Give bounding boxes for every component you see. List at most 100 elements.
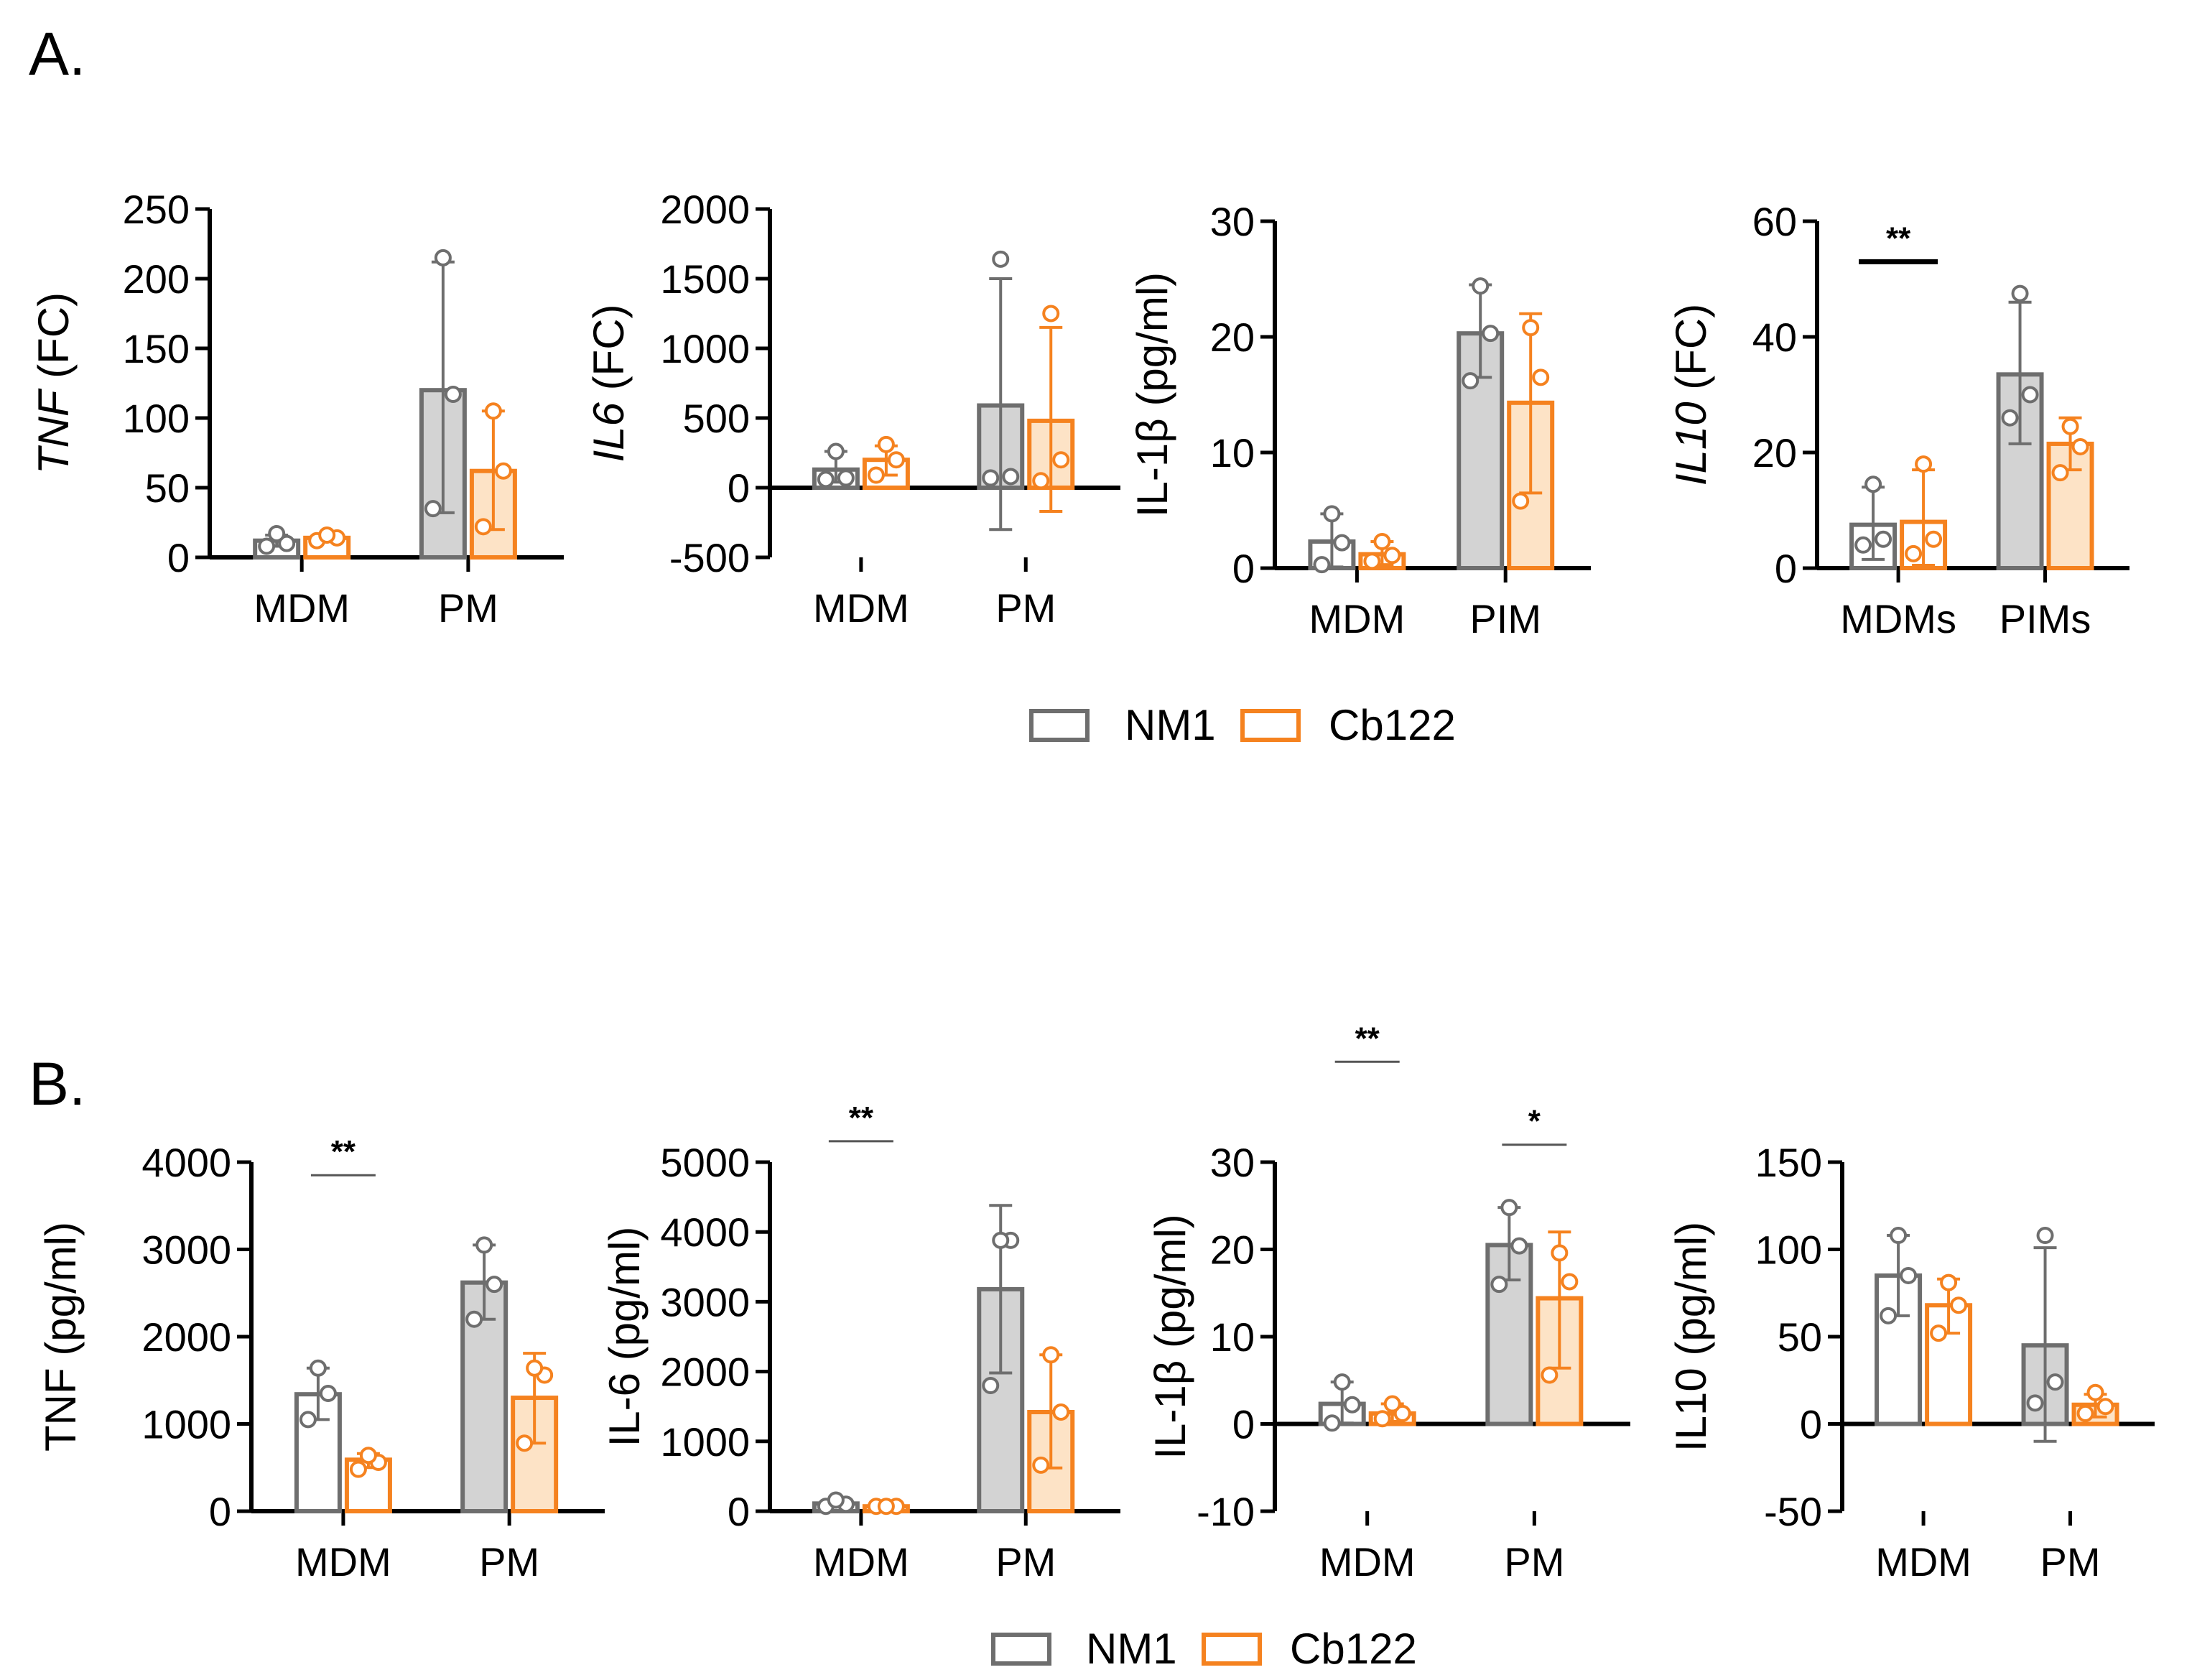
data-point [1032,1456,1050,1474]
y-tick-label: 20 [1210,315,1255,360]
data-point [319,1384,337,1402]
data-point [867,466,885,484]
data-point [1890,1227,1908,1245]
y-tick-label: -50 [1764,1489,1822,1534]
data-point [494,462,512,480]
data-point [268,525,286,543]
y-tick-label: 4000 [141,1140,231,1185]
data-point [2026,1394,2044,1412]
y-axis-label: TNF (FC) [29,292,78,474]
y-tick-label: 1500 [660,256,750,302]
y-tick-label: 30 [1210,1140,1255,1185]
data-point [1393,1404,1411,1422]
y-tick-label: 5000 [660,1140,750,1185]
data-point [475,1236,493,1254]
data-point [827,1491,845,1509]
data-point [1522,319,1540,337]
data-point [1462,372,1480,390]
legend-b: NM1 Cb122 [991,1625,1417,1673]
data-point [827,442,845,460]
y-tick-label: -500 [669,535,750,580]
y-tick-label: 40 [1752,315,1797,360]
y-tick-label: 0 [1232,546,1255,591]
data-point [1383,1395,1401,1413]
x-category-label: PM [438,585,498,631]
chart-a3: 0 10 20 30 MDM PIM IL-1β (pg/ml) [1128,199,1591,641]
data-point [1900,1266,1918,1284]
data-point [2086,1383,2104,1401]
data-point [1343,1396,1361,1414]
y-tick-label: 100 [123,396,190,441]
y-axis-label-part: (FC) [29,292,78,391]
y-tick-label: 500 [683,396,750,441]
legend-label-cb122: Cb122 [1329,701,1456,749]
data-point [887,451,905,469]
data-point [1875,530,1892,548]
y-axis-label: IL10 (FC) [1667,304,1715,486]
y-tick-label: 0 [1800,1402,1822,1447]
y-axis-label-part: (FC) [585,304,633,402]
data-point [2046,1373,2064,1391]
data-point [474,518,492,536]
data-point [1042,1346,1060,1364]
data-point [278,534,296,552]
chart-b4: -50 0 50 100 150 MDM PM IL10 (pg/ml) [1667,1140,2155,1584]
y-axis-label: IL10 (pg/ml) [1667,1222,1715,1452]
y-tick-label: 0 [167,535,190,580]
legend-label-nm1: NM1 [1086,1625,1177,1673]
data-point [1472,277,1490,295]
data-point [1373,1410,1391,1428]
data-point [2011,284,2029,302]
y-tick-label: 1000 [141,1402,231,1447]
data-point [1561,1273,1579,1291]
data-point [2051,464,2069,482]
y-axis-label-part: TNF (pg/ml) [37,1222,85,1452]
y-axis-label-part: IL10 (pg/ml) [1667,1222,1715,1452]
data-point [1323,505,1341,523]
data-point [982,1377,1000,1395]
data-point [1854,536,1872,554]
data-point [2036,1227,2054,1245]
y-tick-label: 4000 [660,1210,750,1255]
y-tick-label: 250 [123,187,190,232]
y-tick-label: 200 [123,256,190,302]
data-point [1510,1237,1528,1255]
chart-b2: 0 1000 2000 3000 4000 5000 MDM PM ** IL-6 (pg/ml) [600,1100,1120,1584]
y-axis-label: TNF (pg/ml) [37,1222,85,1452]
y-axis-label: IL-6 (pg/ml) [600,1227,649,1447]
data-point [1551,1244,1569,1262]
data-point [1333,534,1351,552]
y-axis-label: IL6 (FC) [585,304,633,462]
data-point [1930,1324,1948,1342]
data-point [877,1498,895,1516]
data-point [486,1276,503,1294]
data-point [1880,1307,1898,1324]
y-tick-label: 20 [1752,430,1797,475]
data-point [1333,1373,1351,1391]
y-axis-label-part: IL10 [1667,402,1715,486]
data-point [2021,386,2039,404]
data-point [817,470,835,488]
y-tick-label: 2000 [660,187,750,232]
data-point [299,1411,317,1429]
data-point [2096,1398,2114,1416]
data-point [1541,1366,1559,1384]
y-axis-label-part: IL-1β (pg/ml) [1128,272,1176,517]
data-point [992,1231,1010,1249]
x-category-label: MDM [1309,596,1406,641]
y-axis-label-part: TNF [29,388,78,474]
data-point [1052,1403,1070,1421]
x-category-label: PIMs [1999,596,2091,641]
x-category-label: PM [995,585,1056,631]
y-tick-label: 1000 [660,1419,750,1465]
x-category-label: MDM [1875,1539,1971,1584]
legend-label-nm1: NM1 [1125,701,1216,749]
significance-label: ** [849,1100,874,1136]
y-axis-label-part: IL6 [585,402,633,462]
data-point [2071,437,2089,455]
data-point [1323,1414,1341,1432]
y-tick-label: 150 [123,326,190,371]
data-point [1512,492,1530,510]
data-point [1313,556,1331,574]
